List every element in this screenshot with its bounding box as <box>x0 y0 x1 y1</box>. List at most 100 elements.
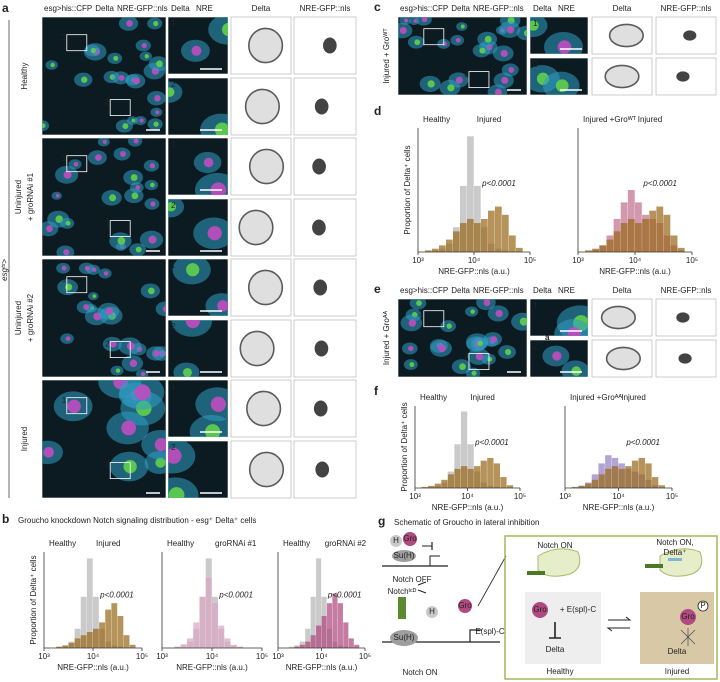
histogram-bar <box>431 248 439 252</box>
schematic-label: Gro <box>458 601 472 610</box>
histogram-bar <box>467 444 474 488</box>
inset-box <box>66 155 88 173</box>
nucleus <box>483 299 491 306</box>
channel-label: NRE-GFP::nls <box>117 4 168 13</box>
schematic-label: Notch ON <box>537 541 572 550</box>
schematic-shape <box>549 622 561 639</box>
schematic-label: Gro <box>533 605 547 614</box>
x-tick-label: 10⁵ <box>256 652 268 661</box>
nucleus <box>131 118 136 123</box>
nucleus <box>495 309 503 318</box>
x-tick-label: 10³ <box>412 256 424 265</box>
histogram-bar <box>467 136 474 252</box>
inset-label: 2 <box>105 219 110 228</box>
nucleus <box>148 235 157 244</box>
micrograph <box>167 440 229 499</box>
schematic-shape <box>398 597 406 619</box>
legend-entry: Healthy <box>49 539 76 548</box>
nucleus <box>210 182 227 195</box>
nucleus <box>126 342 135 351</box>
micrograph-gray <box>230 258 292 317</box>
x-tick-label: 10³ <box>38 652 50 661</box>
schematic-shape <box>403 532 417 546</box>
histogram-bar <box>620 223 628 252</box>
cell <box>168 81 183 103</box>
schematic-label: Notchᴵᶜᴰ <box>388 587 417 596</box>
nucleus <box>65 336 71 341</box>
nucleus <box>475 352 484 361</box>
histogram-bar <box>454 444 461 488</box>
nucleus <box>156 60 163 68</box>
histogram-bar <box>111 603 118 648</box>
nucleus <box>312 158 326 175</box>
histogram-bar <box>224 638 231 648</box>
histogram-bar <box>467 468 474 488</box>
micrograph <box>167 198 229 257</box>
nucleus <box>217 300 228 312</box>
histogram-bar <box>93 596 99 648</box>
micrograph <box>397 16 528 96</box>
panel-letter: b <box>2 512 9 526</box>
inset-box <box>66 34 88 52</box>
histogram-bar <box>316 625 322 648</box>
nucleus <box>186 263 200 277</box>
column-label: NRE-GFP::nls <box>661 4 712 13</box>
micrograph <box>167 319 229 378</box>
histogram-bar <box>459 223 467 252</box>
row-label: + groRNAi #1 <box>26 172 35 221</box>
histogram-bar <box>598 474 605 488</box>
histogram-bar <box>343 622 349 648</box>
cell-outline <box>608 23 644 48</box>
x-tick-label: 10⁴ <box>315 652 328 661</box>
nucleus <box>214 122 228 135</box>
nucleus <box>399 26 407 34</box>
inset-label: 1 <box>533 301 538 310</box>
inset-label: 1 <box>62 396 67 405</box>
nucleus <box>678 353 692 364</box>
nucleus <box>459 363 466 370</box>
panel-letter: g <box>378 514 385 528</box>
nucleus <box>65 283 73 291</box>
x-tick-label: 10³ <box>572 256 584 265</box>
side-label: Injured + Groᴬᴬ <box>382 311 391 366</box>
nucleus <box>505 348 512 356</box>
cells <box>398 17 527 95</box>
nucleus <box>61 265 67 271</box>
nucleus <box>92 294 97 298</box>
nucleus <box>162 305 166 313</box>
schematic-shape <box>645 564 663 568</box>
nucleus <box>408 319 417 327</box>
nucleus <box>519 317 527 326</box>
histogram-bar <box>310 596 316 648</box>
schematic-label: Su(H) <box>394 633 415 642</box>
cells <box>530 65 580 95</box>
histogram-bar <box>294 646 300 648</box>
cell-outline <box>604 64 640 89</box>
annotation: p<0.0001 <box>474 438 509 447</box>
nucleus <box>191 45 202 56</box>
histogram-bar <box>454 468 461 488</box>
x-tick-label: 10⁵ <box>686 256 698 265</box>
legend-entry: Injured <box>470 393 494 402</box>
cell-outline <box>244 88 281 125</box>
micrograph-gray <box>230 16 292 75</box>
nucleus <box>557 40 572 54</box>
nucleus <box>470 309 475 314</box>
schematic-shape <box>680 628 696 646</box>
schematic-label: Healthy <box>546 667 573 676</box>
histogram-bar <box>129 644 136 648</box>
histogram-bar <box>305 641 311 648</box>
histogram-bar <box>212 603 218 648</box>
nucleus <box>121 420 136 436</box>
histogram-bar <box>310 635 316 648</box>
micrograph-gray <box>293 198 357 257</box>
nucleus <box>168 87 175 97</box>
schematic-shape <box>668 558 682 561</box>
histogram-bar <box>305 628 311 648</box>
nucleus <box>84 265 90 271</box>
channel-label: esg>his::CFP <box>44 4 92 13</box>
nucleus <box>103 271 109 276</box>
nucleus <box>501 76 509 84</box>
inset-label: 2 <box>533 342 538 351</box>
nucleus <box>126 20 133 27</box>
